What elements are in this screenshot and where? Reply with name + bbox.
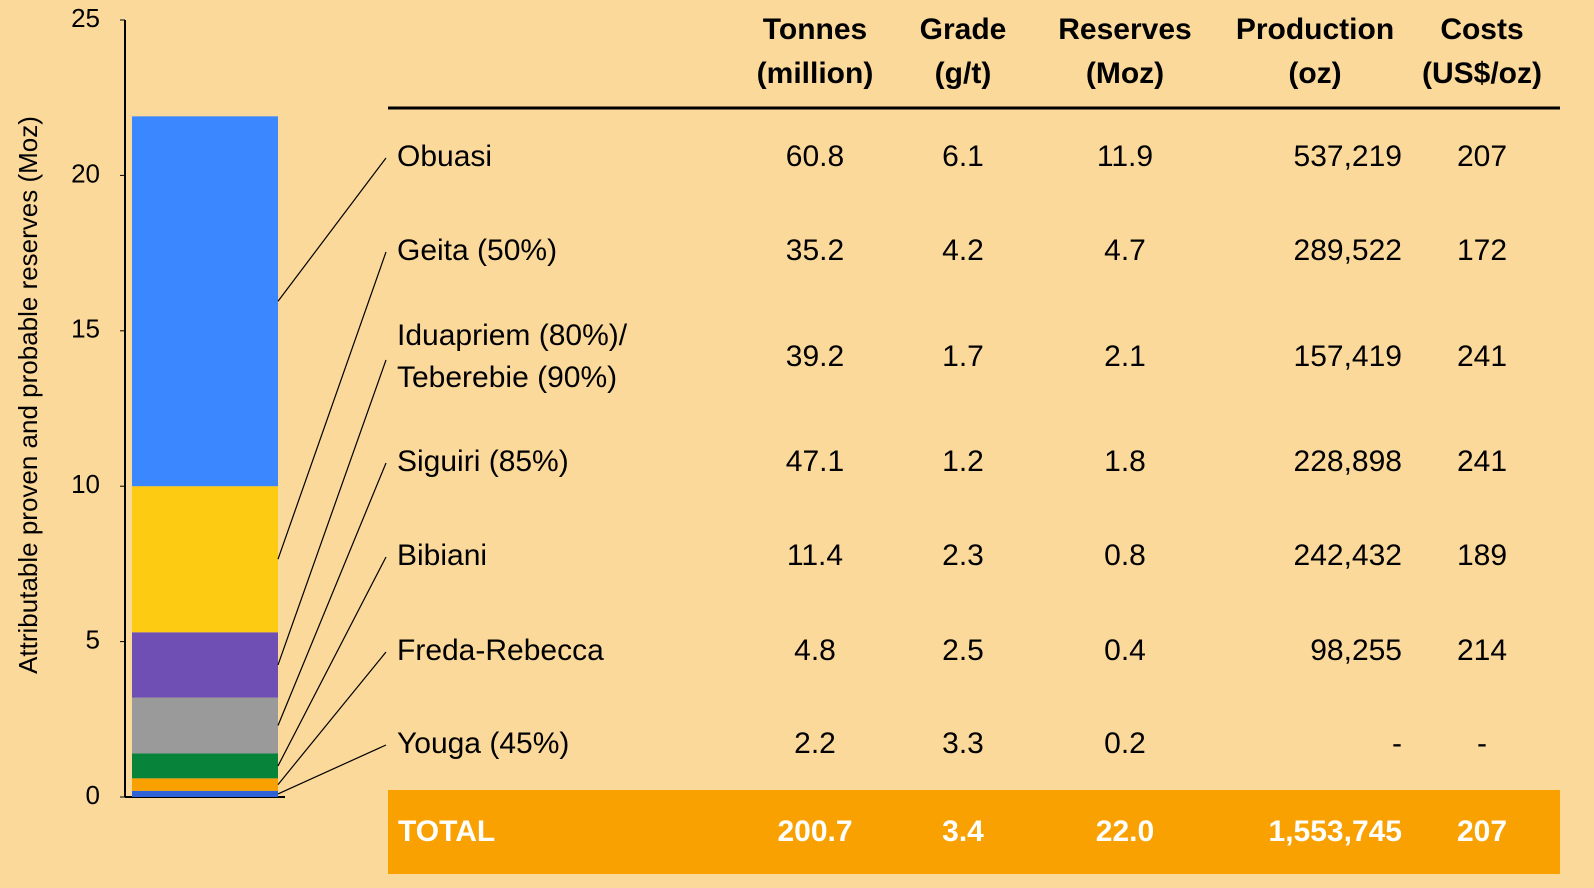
column-header: (Moz): [1086, 57, 1164, 90]
cell: 2.2: [794, 727, 836, 760]
y-tick-label: 25: [71, 3, 100, 33]
column-header: (million): [757, 57, 874, 90]
row-name: Geita (50%): [397, 234, 557, 267]
bar-segment: [132, 697, 278, 754]
column-header: Tonnes: [763, 13, 867, 46]
bar-segment: [132, 632, 278, 698]
row-name: Teberebie (90%): [397, 361, 617, 394]
cell: 47.1: [786, 445, 844, 478]
leader-line: [277, 251, 387, 560]
cell: 214: [1457, 634, 1507, 667]
y-tick-label: 5: [86, 624, 100, 654]
cell: 2.3: [942, 539, 984, 572]
column-header: (US$/oz): [1422, 57, 1542, 90]
cell: 4.7: [1104, 234, 1146, 267]
row-name: Freda-Rebecca: [397, 634, 604, 667]
total-row-band: [388, 790, 1560, 874]
cell: 60.8: [786, 140, 844, 173]
y-tick-label: 15: [71, 314, 100, 344]
total-cell: 207: [1457, 815, 1507, 848]
cell: 2.5: [942, 634, 984, 667]
column-header: Costs: [1440, 13, 1523, 46]
column-header: (g/t): [935, 57, 992, 90]
leader-line: [277, 157, 387, 302]
cell: 1.7: [942, 340, 984, 373]
cell: 39.2: [786, 340, 844, 373]
leader-line: [277, 744, 387, 795]
leader-line: [277, 556, 387, 767]
leader-line: [277, 359, 387, 666]
cell: 11.9: [1097, 140, 1153, 173]
total-label: TOTAL: [398, 815, 495, 848]
cell: 242,432: [1294, 539, 1402, 572]
bar-segment: [132, 753, 278, 779]
row-name: Iduapriem (80%)/: [397, 319, 628, 352]
row-name: Youga (45%): [397, 727, 569, 760]
row-name: Obuasi: [397, 140, 492, 173]
bar-segment: [132, 116, 278, 487]
bar-segment: [132, 790, 278, 797]
cell: -: [1477, 727, 1487, 760]
column-header: (oz): [1288, 57, 1341, 90]
cell: 189: [1457, 539, 1507, 572]
total-cell: 3.4: [942, 815, 984, 848]
cell: 172: [1457, 234, 1507, 267]
cell: 537,219: [1294, 140, 1402, 173]
cell: 35.2: [786, 234, 844, 267]
column-header: Production: [1236, 13, 1394, 46]
cell: 2.1: [1104, 340, 1146, 373]
cell: 0.4: [1104, 634, 1146, 667]
cell: 3.3: [942, 727, 984, 760]
cell: 11.4: [787, 539, 843, 572]
cell: 0.8: [1104, 539, 1146, 572]
cell: 241: [1457, 340, 1507, 373]
cell: 4.2: [942, 234, 984, 267]
cell: 1.2: [942, 445, 984, 478]
cell: 4.8: [794, 634, 836, 667]
cell: -: [1392, 727, 1402, 760]
bar-segment: [132, 778, 278, 791]
cell: 1.8: [1104, 445, 1146, 478]
leader-line: [277, 462, 387, 726]
cell: 6.1: [942, 140, 984, 173]
column-header: Grade: [920, 13, 1007, 46]
cell: 207: [1457, 140, 1507, 173]
y-tick-label: 20: [71, 158, 100, 188]
cell: 157,419: [1294, 340, 1402, 373]
total-cell: 1,553,745: [1269, 815, 1402, 848]
bar-segment: [132, 486, 278, 633]
y-tick-label: 10: [71, 469, 100, 499]
y-tick-label: 0: [86, 780, 100, 810]
total-cell: 200.7: [777, 815, 852, 848]
cell: 228,898: [1294, 445, 1402, 478]
cell: 98,255: [1310, 634, 1402, 667]
row-name: Bibiani: [397, 539, 487, 572]
leader-line: [277, 651, 387, 785]
total-cell: 22.0: [1096, 815, 1154, 848]
column-header: Reserves: [1058, 13, 1191, 46]
cell: 0.2: [1104, 727, 1146, 760]
cell: 289,522: [1294, 234, 1402, 267]
cell: 241: [1457, 445, 1507, 478]
y-axis-label: Attributable proven and probable reserve…: [13, 116, 43, 674]
row-name: Siguiri (85%): [397, 445, 569, 478]
